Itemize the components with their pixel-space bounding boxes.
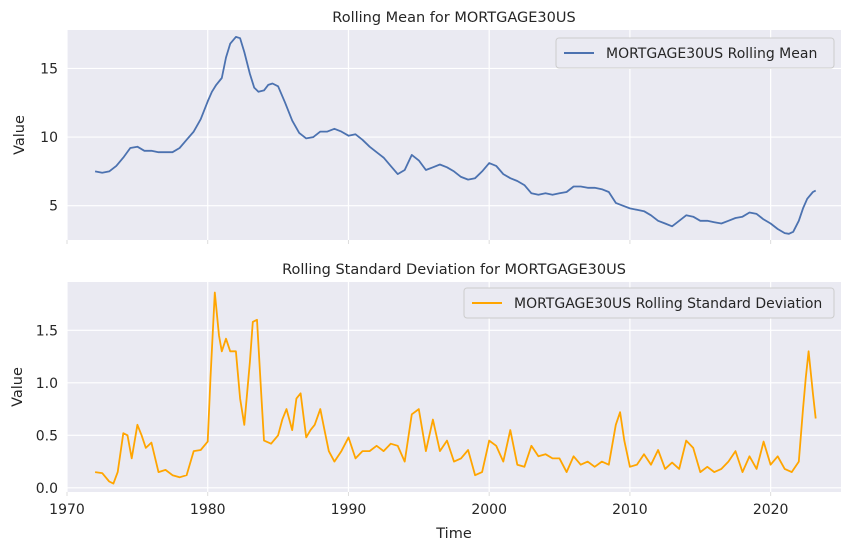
y-axis-label: Value	[10, 367, 26, 407]
x-tick-label: 2020	[753, 502, 789, 518]
chart-title: Rolling Standard Deviation for MORTGAGE3…	[282, 262, 626, 278]
y-tick-label: 1.5	[36, 323, 58, 339]
y-tick-label: 5	[49, 199, 58, 215]
legend: MORTGAGE30US Rolling Mean	[555, 37, 835, 69]
x-tick-label: 2010	[612, 502, 648, 518]
legend-label: MORTGAGE30US Rolling Standard Deviation	[514, 296, 822, 312]
chart-title: Rolling Mean for MORTGAGE30US	[332, 10, 575, 26]
y-tick-label: 0.0	[36, 481, 58, 497]
y-axis-label: Value	[12, 115, 28, 155]
legend-label: MORTGAGE30US Rolling Mean	[606, 46, 817, 62]
series-line	[94, 36, 817, 235]
data-series-group	[94, 36, 817, 235]
y-tick-label: 10	[40, 130, 58, 146]
x-tick-label: 1990	[331, 502, 367, 518]
subplot-rolling-mean: 5 10 15 Rolling Mean for MORTGAGE30US Valu…	[12, 10, 841, 244]
data-series-group	[94, 291, 817, 485]
legend: MORTGAGE30US Rolling Standard Deviation	[463, 287, 835, 319]
y-tick-label: 1.0	[36, 376, 58, 392]
y-tick-label: 0.5	[36, 428, 58, 444]
x-tick-label: 1980	[190, 502, 226, 518]
y-tick-labels: 0.0 0.5 1.0 1.5	[36, 323, 58, 497]
x-tick-label: 2000	[471, 502, 507, 518]
y-grid	[67, 329, 841, 489]
series-line	[94, 291, 817, 485]
x-tick-labels: 1970 1980 1990 2000 2010 2020	[49, 502, 788, 518]
legend-box	[555, 37, 835, 69]
legend-box	[463, 287, 835, 319]
y-tick-labels: 5 10 15	[40, 61, 58, 214]
x-tick-label: 1970	[49, 502, 85, 518]
subplot-rolling-std: 0.0 0.5 1.0 1.5 1970 1980 1990 2000 2010 2020 Ro…	[10, 262, 841, 542]
y-tick-label: 15	[40, 61, 58, 77]
x-axis-label: Time	[435, 526, 472, 542]
